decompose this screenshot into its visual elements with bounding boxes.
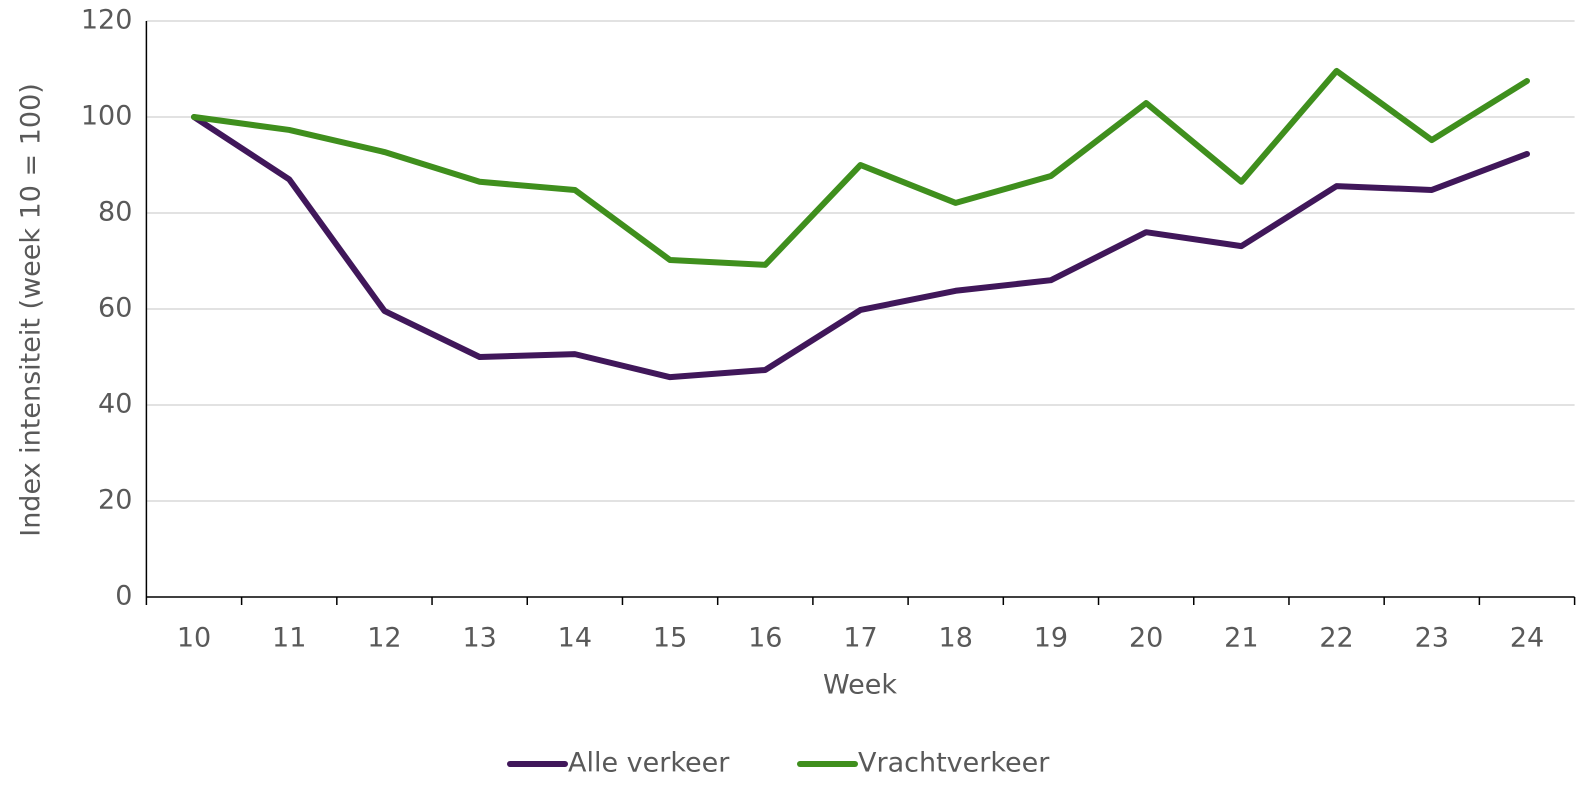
- x-tick-label: 20: [1129, 623, 1163, 654]
- x-axis-label: Week: [823, 670, 897, 701]
- y-tick-label: 100: [81, 101, 133, 132]
- x-tick-label: 23: [1415, 623, 1449, 654]
- y-tick-label: 60: [98, 293, 132, 324]
- x-tick-label: 17: [843, 623, 877, 654]
- y-tick-label: 0: [115, 581, 132, 612]
- x-tick-label: 14: [558, 623, 592, 654]
- x-tick-label: 21: [1224, 623, 1258, 654]
- x-tick-label: 24: [1510, 623, 1544, 654]
- x-tick-label: 15: [653, 623, 687, 654]
- line-series: [191, 114, 1530, 381]
- legend-label: Vrachtverkeer: [858, 748, 1050, 779]
- x-tick-label: 22: [1319, 623, 1353, 654]
- line-series: [191, 67, 1530, 268]
- x-tick-label: 16: [748, 623, 782, 654]
- y-axis-label: Index intensiteit (week 10 = 100): [16, 83, 47, 537]
- x-tick-label: 13: [462, 623, 496, 654]
- legend-label: Alle verkeer: [568, 748, 730, 779]
- x-tick-label: 19: [1034, 623, 1068, 654]
- x-tick-label: 10: [177, 623, 211, 654]
- y-tick-label: 120: [81, 5, 133, 36]
- x-tick-label: 18: [939, 623, 973, 654]
- x-tick-label: 12: [367, 623, 401, 654]
- y-tick-label: 80: [98, 197, 132, 228]
- y-tick-label: 40: [98, 389, 132, 420]
- y-tick-label: 20: [98, 485, 132, 516]
- x-tick-label: 11: [272, 623, 306, 654]
